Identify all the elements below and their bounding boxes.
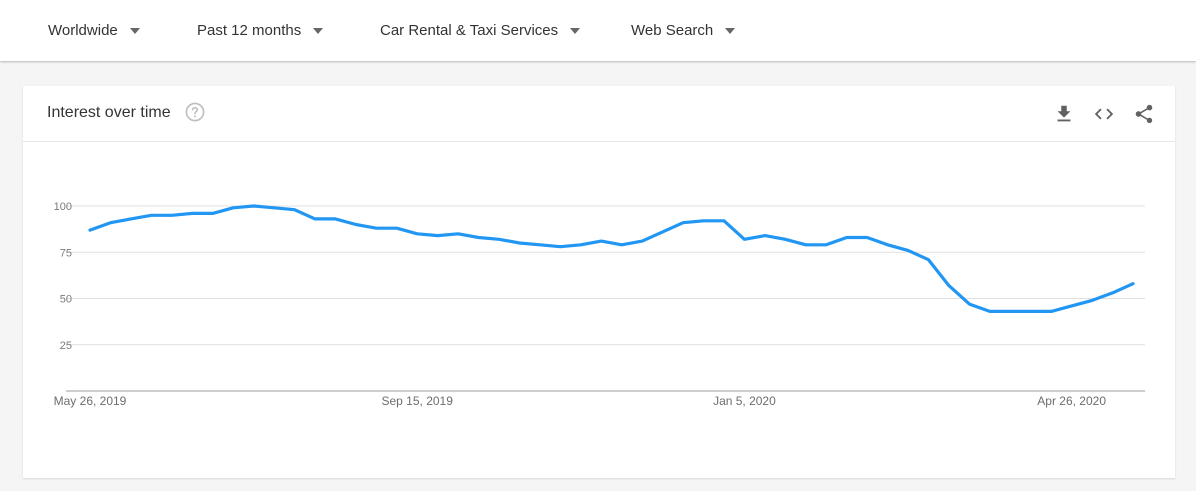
x-tick-label: Jan 5, 2020 (713, 394, 776, 408)
x-tick-label: Apr 26, 2020 (1037, 394, 1106, 408)
search-type-dropdown-label: Web Search (631, 22, 714, 39)
share-icon[interactable] (1133, 103, 1155, 125)
dropdown-arrow-icon (313, 28, 324, 34)
download-icon[interactable] (1053, 103, 1075, 125)
search-type-dropdown[interactable]: Web Search (631, 0, 736, 61)
card-header: Interest over time (23, 86, 1175, 142)
time-range-dropdown[interactable]: Past 12 months (197, 0, 324, 61)
y-tick-label: 25 (60, 340, 72, 352)
dropdown-arrow-icon (725, 28, 736, 34)
y-tick-label: 100 (54, 201, 72, 213)
region-dropdown-label: Worldwide (48, 22, 118, 39)
help-icon[interactable] (185, 102, 205, 122)
interest-line-chart: 25 50 75 100 May 26, 2019 Sep 15, 2019 Jan 5, … (54, 201, 1145, 408)
embed-code-icon[interactable] (1093, 103, 1115, 125)
y-tick-label: 75 (60, 247, 72, 259)
card-title: Interest over time (47, 104, 171, 121)
x-tick-label: May 26, 2019 (54, 394, 127, 408)
time-range-dropdown-label: Past 12 months (197, 22, 302, 39)
x-tick-label: Sep 15, 2019 (382, 394, 454, 408)
interest-over-time-card: Interest over time 25 50 75 100 May 26, 2019… (23, 86, 1175, 478)
category-dropdown-label: Car Rental & Taxi Services (380, 22, 559, 39)
category-dropdown[interactable]: Car Rental & Taxi Services (380, 0, 581, 61)
dropdown-arrow-icon (570, 28, 581, 34)
dropdown-arrow-icon (129, 28, 140, 34)
region-dropdown[interactable]: Worldwide (48, 0, 140, 61)
y-tick-label: 50 (60, 294, 72, 306)
filter-bar: Worldwide Past 12 months Car Rental & Ta… (0, 0, 1196, 61)
series-line (88, 204, 1135, 313)
